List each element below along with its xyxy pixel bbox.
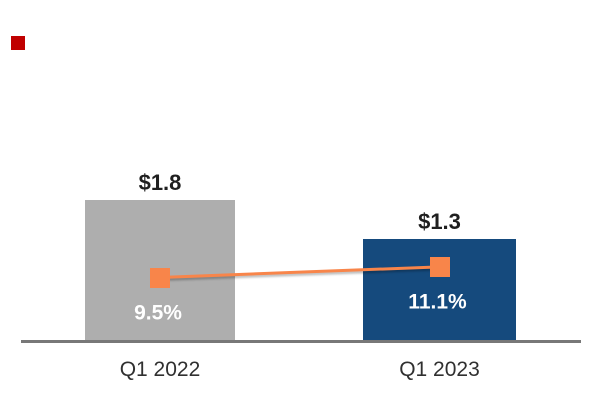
- line-marker-square-q1-2023: [429, 257, 450, 278]
- bar-value-label-q1-2022: $1.8: [138, 169, 182, 195]
- percent-label-q1-2023: 11.1%: [408, 290, 467, 314]
- red-accent-square: [11, 36, 25, 50]
- category-label-q1-2022: Q1 2022: [119, 358, 201, 381]
- bar-value-label-q1-2023: $1.3: [418, 208, 461, 234]
- line-marker-square-q1-2022: [150, 267, 170, 288]
- x-axis-line: [21, 340, 581, 343]
- bar-q1-2023: [363, 238, 516, 341]
- category-label-q1-2023: Q1 2023: [399, 358, 480, 381]
- percent-label-q1-2022: 9.5%: [134, 301, 182, 325]
